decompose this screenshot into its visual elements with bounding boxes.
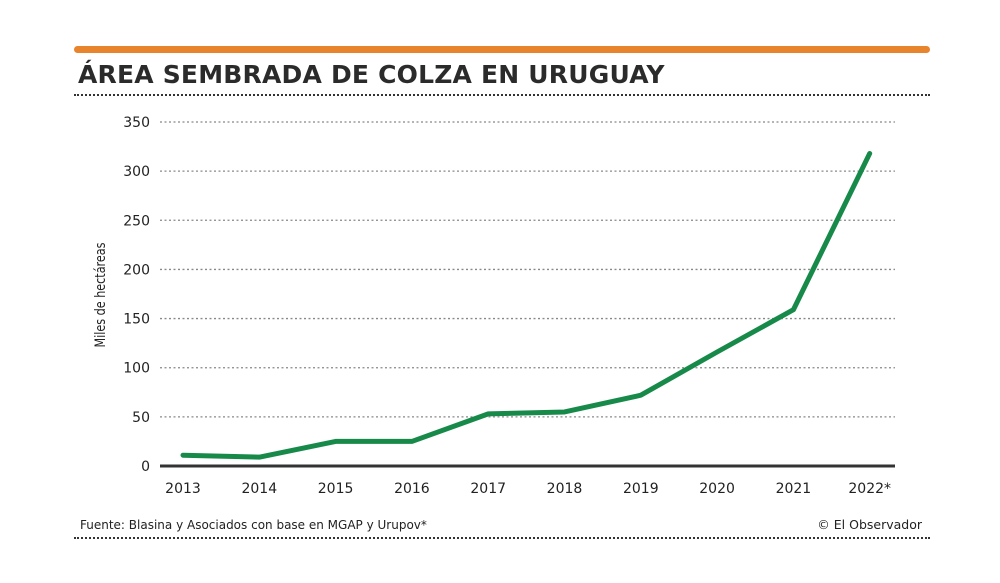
y-tick-label: 50 <box>132 410 150 426</box>
x-tick-label: 2014 <box>241 481 277 497</box>
footer-divider <box>74 537 930 539</box>
y-tick-label: 100 <box>123 361 150 377</box>
x-tick-label: 2019 <box>623 481 659 497</box>
x-tick-label: 2020 <box>699 481 735 497</box>
series-line <box>180 150 873 460</box>
x-tick-label: 2018 <box>547 481 583 497</box>
accent-bar <box>74 46 930 53</box>
x-tick-label: 2015 <box>318 481 354 497</box>
title-divider <box>74 94 930 96</box>
x-tick-label: 2013 <box>165 481 201 497</box>
y-tick-label: 250 <box>123 213 150 229</box>
x-tick-label: 2021 <box>776 481 812 497</box>
x-tick-label: 2022* <box>848 481 891 497</box>
y-tick-label: 300 <box>123 164 150 180</box>
source-note: Fuente: Blasina y Asociados con base en … <box>80 518 427 532</box>
y-tick-label: 350 <box>123 115 150 131</box>
chart-title: ÁREA SEMBRADA DE COLZA EN URUGUAY <box>78 60 665 89</box>
y-tick-label: 150 <box>123 312 150 328</box>
y-tick-label: 200 <box>123 262 150 278</box>
credit: © El Observador <box>817 517 922 532</box>
y-tick-label: 0 <box>141 459 150 475</box>
y-axis-label: Miles de hectáreas <box>92 243 109 348</box>
x-tick-label: 2016 <box>394 481 430 497</box>
x-tick-label: 2017 <box>470 481 506 497</box>
